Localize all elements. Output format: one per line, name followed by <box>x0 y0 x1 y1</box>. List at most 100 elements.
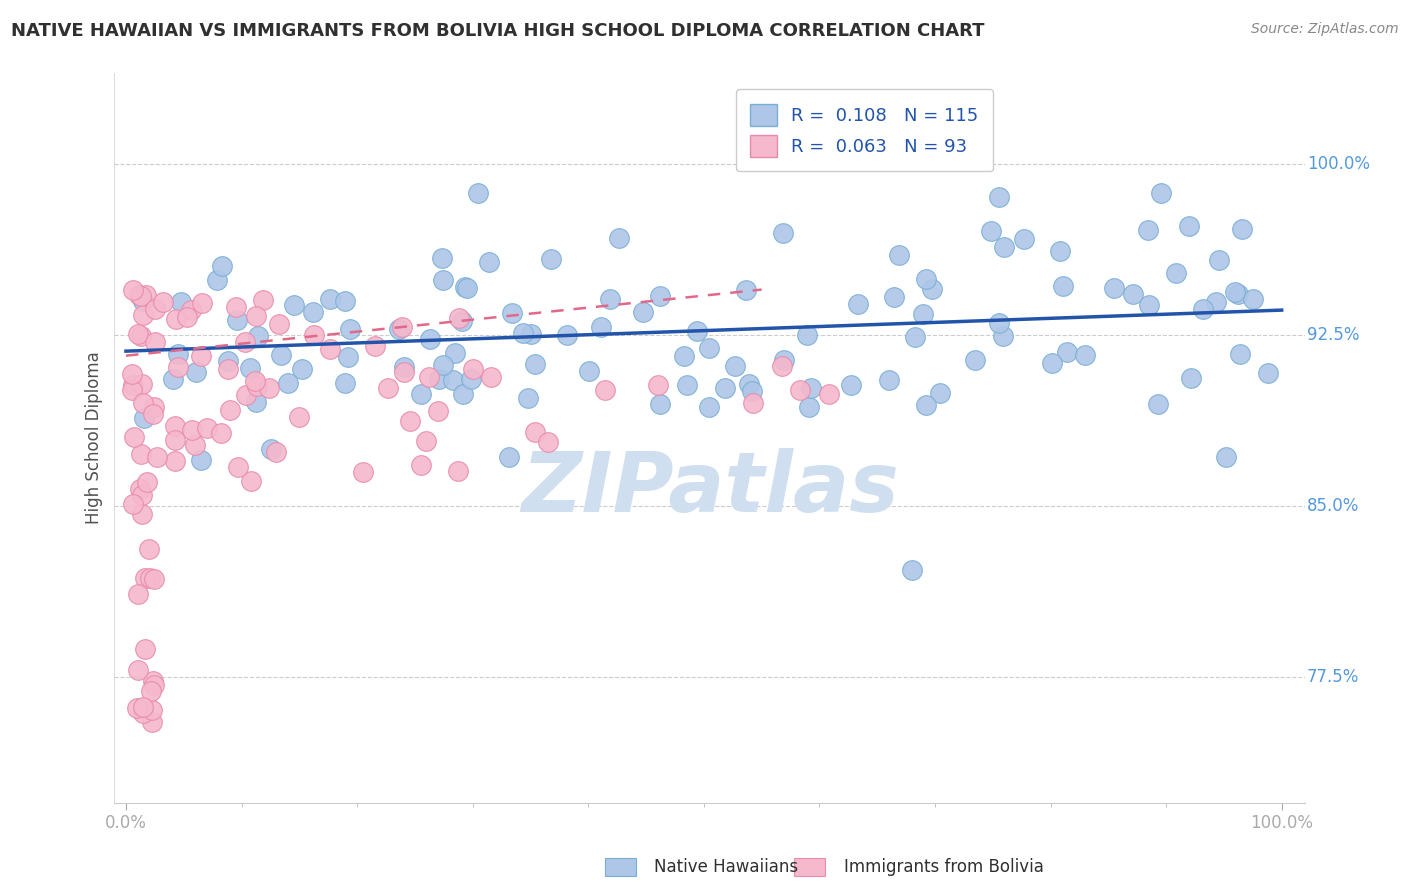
Point <box>131 289 153 303</box>
Text: Native Hawaiians: Native Hawaiians <box>654 858 799 876</box>
Point <box>399 414 422 428</box>
Text: Immigrants from Bolivia: Immigrants from Bolivia <box>844 858 1043 876</box>
Point <box>418 369 440 384</box>
Point <box>818 387 841 401</box>
Point <box>163 433 186 447</box>
Point <box>128 482 150 496</box>
Point <box>235 387 257 401</box>
Point <box>184 365 207 379</box>
Point <box>738 377 761 392</box>
Point <box>714 381 737 395</box>
Point <box>675 378 697 392</box>
Point <box>415 434 437 448</box>
Point <box>887 248 910 262</box>
Point <box>1227 286 1250 301</box>
Point <box>607 231 630 245</box>
Point <box>1073 348 1095 362</box>
Point <box>135 475 157 489</box>
Point <box>132 294 155 309</box>
Point <box>122 498 145 512</box>
Point <box>443 345 465 359</box>
Point <box>363 339 385 353</box>
Point <box>1164 266 1187 280</box>
Point <box>219 402 242 417</box>
Point <box>1040 356 1063 370</box>
Point <box>988 190 1011 204</box>
Point <box>519 327 541 342</box>
Point <box>142 400 165 414</box>
Point <box>209 426 232 441</box>
Text: 100.0%: 100.0% <box>1308 155 1369 173</box>
Point <box>134 571 156 585</box>
Point <box>211 259 233 273</box>
Point <box>319 293 342 307</box>
Point <box>578 364 600 378</box>
Point <box>797 400 820 414</box>
Point <box>965 353 987 368</box>
Point <box>904 330 927 344</box>
Point <box>392 365 415 379</box>
Point <box>501 306 523 320</box>
Point <box>599 292 621 306</box>
Point <box>128 288 150 302</box>
Point <box>264 445 287 459</box>
Text: 77.5%: 77.5% <box>1308 668 1360 686</box>
Point <box>190 349 212 363</box>
Point <box>394 360 416 375</box>
Point <box>131 377 153 392</box>
Text: NATIVE HAWAIIAN VS IMMIGRANTS FROM BOLIVIA HIGH SCHOOL DIPLOMA CORRELATION CHART: NATIVE HAWAIIAN VS IMMIGRANTS FROM BOLIV… <box>11 22 984 40</box>
Point <box>993 239 1015 253</box>
Point <box>523 357 546 371</box>
Point <box>176 310 198 324</box>
Point <box>127 326 149 341</box>
Point <box>921 282 943 296</box>
Point <box>141 673 163 688</box>
Point <box>980 224 1002 238</box>
Point <box>742 396 765 410</box>
Point <box>877 373 900 387</box>
Point <box>430 251 453 265</box>
Point <box>1136 223 1159 237</box>
Point <box>1049 244 1071 259</box>
Point <box>138 542 160 557</box>
Point <box>647 378 669 392</box>
Point <box>432 358 454 372</box>
Point <box>352 465 374 479</box>
Point <box>217 361 239 376</box>
Point <box>1223 285 1246 299</box>
Point <box>246 379 269 393</box>
Point <box>141 684 163 698</box>
Text: 92.5%: 92.5% <box>1308 326 1360 344</box>
Point <box>697 401 720 415</box>
Point <box>388 322 411 336</box>
Point <box>319 342 342 356</box>
Point <box>770 359 793 374</box>
Point <box>165 418 187 433</box>
Point <box>987 316 1010 330</box>
Point <box>131 309 153 323</box>
Point <box>686 325 709 339</box>
Point <box>419 333 441 347</box>
Point <box>460 371 482 385</box>
Point <box>391 320 413 334</box>
Point <box>1205 294 1227 309</box>
Point <box>143 678 166 692</box>
Point <box>1191 302 1213 317</box>
Point <box>593 383 616 397</box>
Point <box>139 571 162 585</box>
Point <box>741 384 763 399</box>
Point <box>180 303 202 318</box>
Point <box>180 423 202 437</box>
Point <box>336 350 359 364</box>
Point <box>540 252 562 267</box>
Point <box>270 348 292 362</box>
Point <box>1230 221 1253 235</box>
Point <box>333 294 356 309</box>
Point <box>170 295 193 310</box>
Point <box>523 425 546 439</box>
Point <box>142 408 165 422</box>
Point <box>724 359 747 374</box>
Point <box>377 381 399 395</box>
Point <box>217 354 239 368</box>
Point <box>122 430 145 444</box>
